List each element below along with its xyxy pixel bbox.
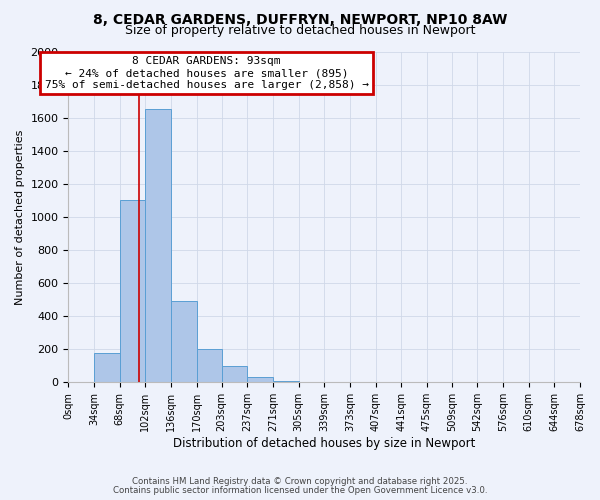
Text: Contains HM Land Registry data © Crown copyright and database right 2025.: Contains HM Land Registry data © Crown c… bbox=[132, 477, 468, 486]
Bar bbox=[273, 380, 299, 382]
X-axis label: Distribution of detached houses by size in Newport: Distribution of detached houses by size … bbox=[173, 437, 475, 450]
Text: 8 CEDAR GARDENS: 93sqm
← 24% of detached houses are smaller (895)
75% of semi-de: 8 CEDAR GARDENS: 93sqm ← 24% of detached… bbox=[44, 56, 368, 90]
Text: 8, CEDAR GARDENS, DUFFRYN, NEWPORT, NP10 8AW: 8, CEDAR GARDENS, DUFFRYN, NEWPORT, NP10… bbox=[93, 13, 507, 27]
Bar bbox=[145, 110, 171, 382]
Bar bbox=[221, 366, 247, 382]
Bar bbox=[120, 200, 145, 382]
Bar bbox=[171, 302, 197, 382]
Text: Contains public sector information licensed under the Open Government Licence v3: Contains public sector information licen… bbox=[113, 486, 487, 495]
Bar bbox=[197, 350, 221, 382]
Y-axis label: Number of detached properties: Number of detached properties bbox=[15, 129, 25, 304]
Text: Size of property relative to detached houses in Newport: Size of property relative to detached ho… bbox=[125, 24, 475, 37]
Bar bbox=[247, 376, 273, 382]
Bar bbox=[94, 352, 120, 382]
